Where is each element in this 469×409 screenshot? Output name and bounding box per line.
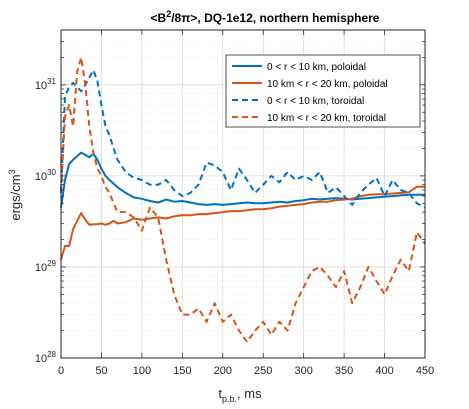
legend-entries: 0 < r < 10 km, poloidal 10 km < r < 20 km…: [232, 62, 388, 124]
x-tick-label: 150: [173, 365, 191, 377]
x-tick-label: 0: [58, 365, 64, 377]
x-axis-label: tp.b., ms: [218, 386, 262, 404]
series-line-1: [60, 151, 425, 208]
x-tick-label: 450: [416, 365, 434, 377]
series-line-4: [60, 56, 426, 343]
x-tick-label: 250: [254, 365, 272, 377]
legend-label: 0 < r < 10 km, toroidal: [267, 96, 364, 107]
x-tick-label: 50: [95, 365, 107, 377]
x-tick-label: 300: [294, 365, 312, 377]
series-lines: [60, 56, 426, 343]
x-tick-label: 200: [214, 365, 232, 377]
y-axis-label: ergs/cm3: [7, 169, 23, 220]
legend-label: 10 km < r < 20 km, poloidal: [267, 79, 388, 90]
y-tick-label: 1031: [35, 77, 57, 92]
y-tick-label: 1028: [35, 350, 57, 365]
x-tick-label: 100: [133, 365, 151, 377]
chart-title: <B2/8π>, DQ-1e12, northern hemisphere: [151, 9, 380, 25]
x-tick-label: 400: [375, 365, 393, 377]
x-tick-label: 350: [335, 365, 353, 377]
y-tick-label: 1029: [35, 259, 57, 274]
plot-frame: [60, 29, 426, 359]
legend-label: 10 km < r < 20 km, toroidal: [267, 113, 386, 124]
y-tick-label: 1030: [35, 168, 57, 183]
legend-label: 0 < r < 10 km, poloidal: [267, 62, 366, 73]
legend: 0 < r < 10 km, poloidal 10 km < r < 20 km…: [225, 54, 421, 128]
series-line-2: [60, 185, 425, 260]
